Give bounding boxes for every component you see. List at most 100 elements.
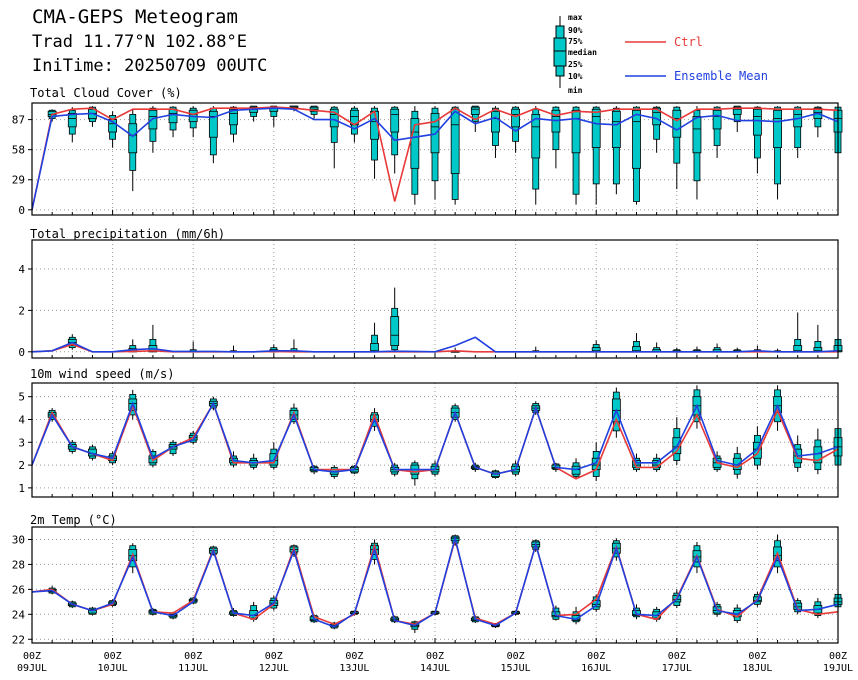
box-p25-p75 bbox=[410, 118, 420, 169]
panel-frame bbox=[31, 102, 839, 216]
x-tick-label-hour: 00Z bbox=[668, 651, 686, 662]
box-p25-p75 bbox=[491, 110, 500, 133]
legend-box-label: 10% bbox=[568, 72, 583, 81]
mean-series-line bbox=[31, 107, 839, 210]
y-tick-label: 28 bbox=[12, 558, 25, 571]
box-plot bbox=[390, 287, 400, 352]
box-plot bbox=[168, 106, 178, 138]
box-plot bbox=[450, 106, 460, 205]
y-tick-label: 22 bbox=[12, 633, 25, 646]
x-tick-label-hour: 00Z bbox=[587, 651, 605, 662]
location-label: Trad 11.77°N 102.88°E bbox=[32, 32, 247, 52]
box-plot bbox=[632, 106, 641, 205]
y-tick-label: 1 bbox=[18, 482, 25, 495]
box-plot bbox=[712, 106, 722, 158]
y-tick-label: 87 bbox=[12, 114, 25, 127]
box-plot bbox=[229, 345, 238, 353]
box-p25-p75 bbox=[591, 108, 601, 148]
x-tick-label-date: 16JUL bbox=[581, 663, 611, 674]
box-plot bbox=[148, 106, 158, 153]
x-tick-label-hour: 00Z bbox=[23, 651, 41, 662]
box-plot bbox=[632, 453, 641, 472]
y-tick-label: 5 bbox=[18, 391, 25, 404]
panel-frame bbox=[31, 239, 839, 359]
y-tick-label: 2 bbox=[18, 459, 25, 472]
box-p25-p75 bbox=[672, 109, 682, 138]
y-tick-label: 0 bbox=[18, 346, 25, 359]
box-p25-p75 bbox=[208, 110, 218, 138]
box-plot bbox=[329, 106, 339, 169]
box-plot bbox=[249, 453, 259, 470]
box-p25-p75 bbox=[732, 106, 742, 115]
box-p25-p75 bbox=[632, 109, 641, 169]
box-plot bbox=[67, 107, 77, 143]
legend-box-label: 90% bbox=[568, 26, 583, 35]
y-tick-label: 3 bbox=[18, 436, 25, 449]
box-plot bbox=[370, 106, 379, 179]
box-p25-p75 bbox=[753, 441, 762, 459]
box-p25-p75 bbox=[168, 108, 178, 124]
box-p25-p75 bbox=[692, 116, 702, 154]
x-tick-label-date: 14JUL bbox=[420, 663, 450, 674]
x-tick-label-hour: 00Z bbox=[829, 651, 847, 662]
y-tick-label: 26 bbox=[12, 583, 25, 596]
x-tick-label-date: 13JUL bbox=[339, 663, 369, 674]
box-p10-p90 bbox=[794, 106, 802, 148]
legend-ctrl-label: Ctrl bbox=[674, 35, 703, 49]
box-p25-p75 bbox=[390, 316, 400, 346]
box-p25-p75 bbox=[128, 123, 138, 154]
meteogram-title: CMA-GEPS Meteogram bbox=[32, 6, 238, 28]
legend-box-label: max bbox=[568, 13, 583, 22]
x-tick-label-date: 09JUL bbox=[17, 663, 47, 674]
x-tick-label-hour: 00Z bbox=[104, 651, 122, 662]
x-tick-label-hour: 00Z bbox=[184, 651, 202, 662]
box-plot bbox=[813, 324, 823, 353]
x-tick-label-date: 15JUL bbox=[501, 663, 531, 674]
box-plot bbox=[289, 339, 299, 353]
panel-title: 10m wind speed (m/s) bbox=[30, 367, 175, 381]
y-tick-label: 24 bbox=[12, 608, 26, 621]
box-plot bbox=[269, 105, 279, 127]
legend-box-label: 25% bbox=[568, 60, 583, 69]
box-plot bbox=[732, 105, 742, 133]
x-tick-label-date: 11JUL bbox=[178, 663, 208, 674]
y-tick-label: 2 bbox=[18, 304, 25, 317]
y-tick-label: 4 bbox=[18, 413, 25, 426]
box-plot bbox=[591, 340, 601, 353]
box-plot bbox=[370, 322, 379, 353]
x-tick-label-date: 10JUL bbox=[98, 663, 128, 674]
box-plot bbox=[793, 106, 803, 158]
box-plot bbox=[410, 106, 420, 205]
box-plot bbox=[773, 106, 782, 200]
y-tick-label: 0 bbox=[18, 204, 25, 217]
legend-box-label: 75% bbox=[568, 37, 583, 46]
box-plot bbox=[571, 606, 581, 625]
box-plot bbox=[652, 342, 662, 353]
y-tick-label: 29 bbox=[12, 174, 25, 187]
legend-box-label: median bbox=[568, 47, 597, 57]
box-plot bbox=[309, 105, 319, 119]
panel-frame bbox=[31, 382, 839, 498]
box-plot bbox=[753, 106, 762, 174]
legend-box-inner bbox=[553, 37, 567, 67]
x-tick-label-date: 12JUL bbox=[259, 663, 289, 674]
box-p25-p75 bbox=[511, 108, 521, 128]
box-plot bbox=[712, 343, 722, 353]
box-plot bbox=[793, 435, 803, 472]
box-p25-p75 bbox=[773, 109, 782, 148]
box-plot bbox=[511, 106, 521, 153]
box-plot bbox=[208, 106, 218, 164]
x-tick-label-hour: 00Z bbox=[426, 651, 444, 662]
box-p25-p75 bbox=[753, 108, 762, 136]
box-p25-p75 bbox=[531, 114, 541, 159]
mean-series-line bbox=[31, 336, 839, 353]
box-p25-p75 bbox=[611, 110, 621, 148]
box-p25-p75 bbox=[67, 112, 77, 128]
ctrl-series-line bbox=[31, 106, 839, 210]
box-plot bbox=[410, 460, 420, 486]
legend-mean-label: Ensemble Mean bbox=[674, 69, 768, 83]
box-p25-p75 bbox=[329, 108, 339, 128]
box-p25-p75 bbox=[229, 108, 238, 126]
box-plot bbox=[108, 111, 117, 148]
